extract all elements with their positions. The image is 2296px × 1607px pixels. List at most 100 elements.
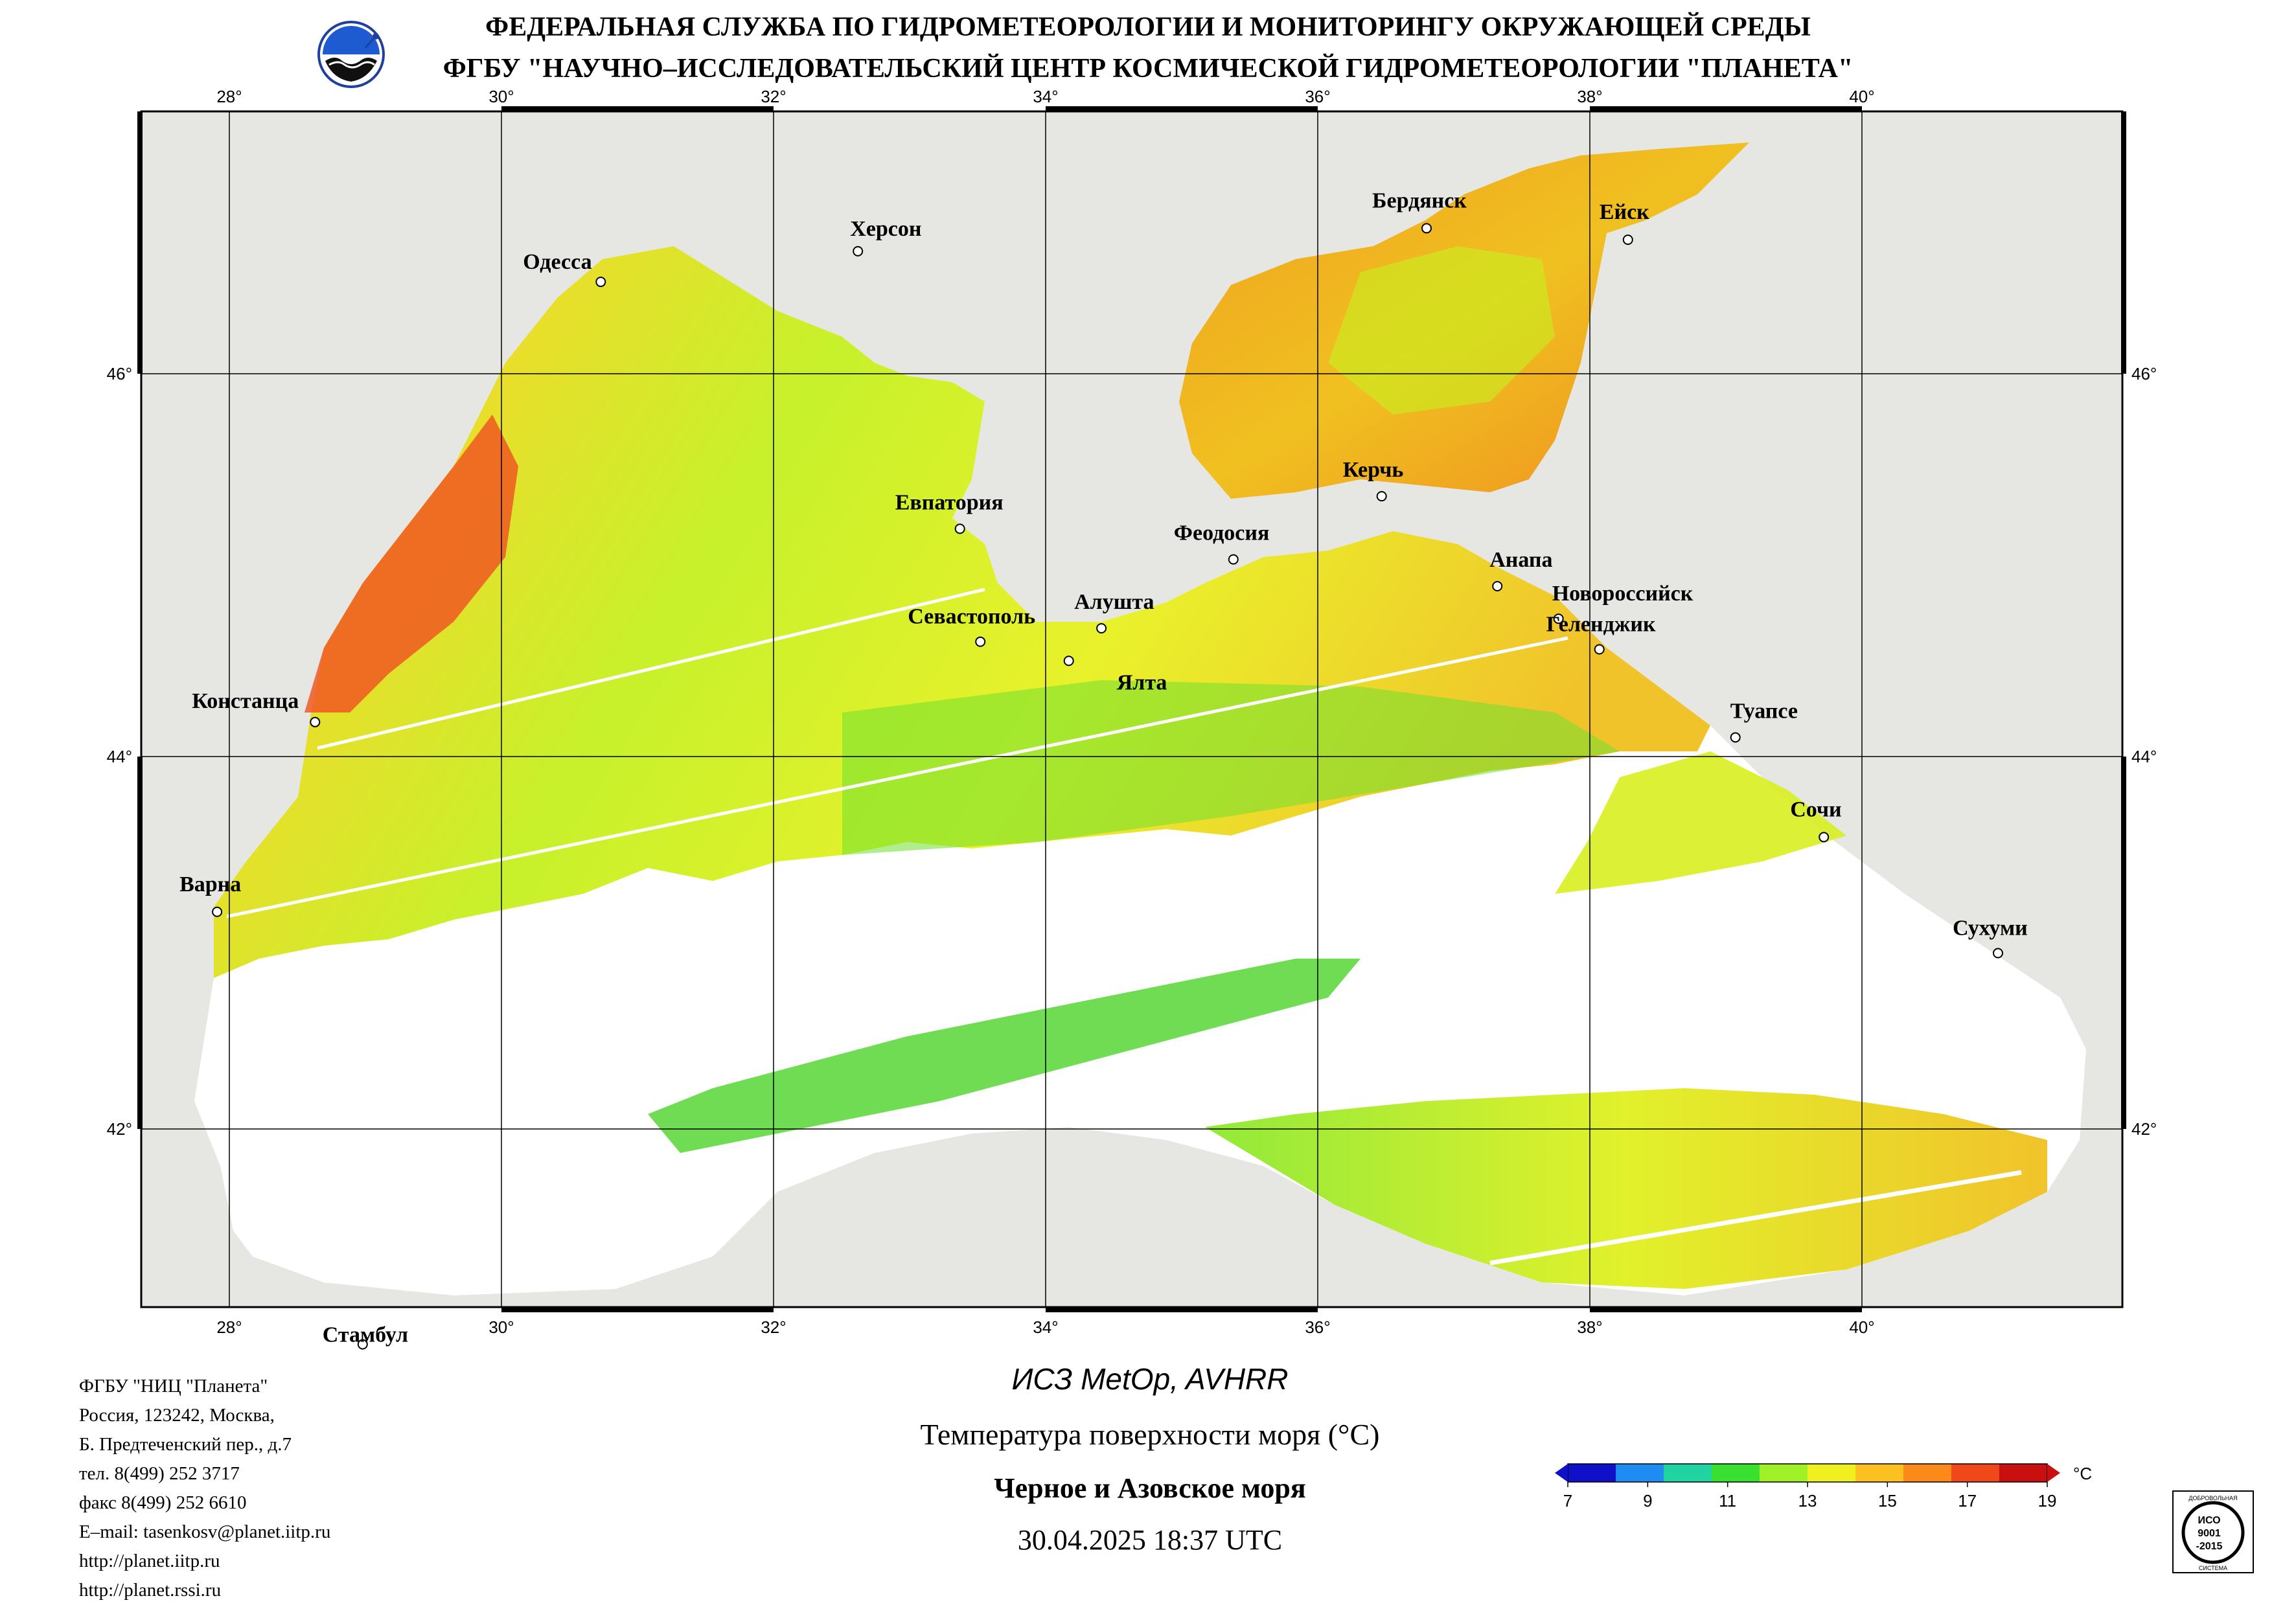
city-label: Новороссийск: [1552, 582, 1693, 606]
sst-warm-coastal-band: [304, 415, 518, 712]
city-label: Евпатория: [895, 490, 1004, 514]
lat-label-left: 46°: [107, 364, 132, 383]
city-marker: [1819, 832, 1830, 843]
city-label: Ейск: [1600, 200, 1649, 224]
city-label: Севастополь: [908, 605, 1035, 629]
colorbar-cell: [1903, 1464, 1952, 1482]
colorbar-cell: [1999, 1464, 2048, 1482]
city-label: Керчь: [1343, 458, 1404, 482]
city-markers: Одесса Херсон Бердянск Ейск Евпатория Керчь Фе…: [179, 188, 2028, 1350]
header-line-1: ФЕДЕРАЛЬНАЯ СЛУЖБА ПО ГИДРОМЕТЕОРОЛОГИИ …: [485, 12, 1811, 42]
city-label: Констанца: [192, 689, 299, 713]
colorbar-cell: [1664, 1464, 1712, 1482]
city-marker: [1376, 491, 1387, 502]
lon-label-top: 28°: [216, 87, 242, 106]
iso-line-2: 9001: [2198, 1528, 2221, 1539]
colorbar-cell: [1616, 1464, 1664, 1482]
city-marker: [212, 906, 223, 917]
iso-line-1: ИСО: [2198, 1515, 2220, 1526]
swath-gap-line: [1489, 1170, 2022, 1266]
city-marker: [1492, 581, 1503, 592]
colorbar-tick-label: 15: [1878, 1491, 1897, 1510]
region-label: Черное и Азовское моря: [994, 1472, 1306, 1504]
city-marker: [1594, 644, 1605, 655]
swath-gap-line: [317, 587, 985, 750]
url-link-2[interactable]: http://planet.rssi.ru: [79, 1580, 222, 1601]
datetime-label: 30.04.2025 18:37 UTC: [1017, 1524, 1283, 1556]
lat-label-right: 44°: [2131, 747, 2157, 766]
lon-label-top: 40°: [1849, 87, 1874, 106]
lat-label-right: 46°: [2131, 364, 2157, 383]
iso-bottom-text: СИСТЕМА: [2199, 1565, 2227, 1571]
parameter-label: Температура поверхности моря (°C): [920, 1418, 1380, 1451]
city-marker: [954, 523, 965, 534]
city-label: Феодосия: [1174, 521, 1270, 545]
city-label: Варна: [179, 872, 241, 896]
contact-block: ФГБУ "НИЦ "Планета" Россия, 123242, Моск…: [79, 1372, 330, 1605]
lon-label-top: 38°: [1577, 87, 1602, 106]
colorbar-tick-label: 17: [1958, 1491, 1977, 1510]
colorbar-cell: [1568, 1464, 1616, 1482]
lat-label-right: 42°: [2131, 1119, 2157, 1139]
lon-label-bottom: 32°: [761, 1317, 786, 1337]
colorbar-tick-label: 13: [1798, 1491, 1817, 1510]
city-label: Туапсе: [1730, 699, 1798, 723]
colorbar-tick-label: 7: [1563, 1491, 1572, 1510]
city-marker: [1993, 948, 2003, 959]
iso-top-text: ДОБРОВОЛЬНАЯ: [2188, 1495, 2237, 1501]
url-link-1[interactable]: http://planet.iitp.ru: [79, 1551, 220, 1571]
lon-label-bottom: 38°: [1577, 1317, 1602, 1337]
city-label: Сочи: [1790, 797, 1841, 821]
map-frame-thick-edges: [137, 106, 2126, 1312]
colorbar-max-arrow: [2047, 1464, 2060, 1482]
latitude-labels-right: 46° 44° 42°: [2131, 364, 2157, 1139]
lon-label-top: 32°: [761, 87, 786, 106]
latitude-labels-left: 46° 44° 42°: [107, 364, 132, 1139]
city-marker: [1553, 613, 1564, 624]
lon-label-top: 30°: [488, 87, 514, 106]
colorbar-tick-label: 11: [1719, 1491, 1736, 1510]
azov-green-center: [1328, 246, 1555, 415]
lon-label-top: 34°: [1033, 87, 1058, 106]
lon-label-top: 36°: [1305, 87, 1330, 106]
sst-cool-central-area: [842, 680, 1620, 855]
swath-gap-line: [226, 636, 1568, 918]
colorbar-min-arrow: [1555, 1464, 1568, 1482]
city-label: Ялта: [1117, 670, 1167, 694]
address-line-2: Б. Предтеченский пер., д.7: [79, 1434, 292, 1455]
city-label: Сухуми: [1953, 917, 2028, 940]
sst-south-east-patch: [1205, 1088, 2047, 1289]
fax: факс 8(499) 252 6610: [79, 1492, 247, 1513]
lon-label-bottom: 36°: [1305, 1317, 1330, 1337]
lon-label-bottom: 28°: [216, 1317, 242, 1337]
lon-label-bottom: 40°: [1849, 1317, 1874, 1337]
satellite-label: ИСЗ MetOp, AVHRR: [1011, 1362, 1289, 1396]
city-marker: [357, 1339, 368, 1350]
city-label: Геленджик: [1546, 613, 1656, 637]
graticule: [141, 111, 2122, 1307]
lon-label-bottom: 34°: [1033, 1317, 1058, 1337]
city-label: Бердянск: [1372, 188, 1467, 212]
city-marker: [595, 277, 606, 288]
lon-label-bottom: 30°: [488, 1317, 514, 1337]
header-line-2: ФГБУ "НАУЧНО–ИССЛЕДОВАТЕЛЬСКИЙ ЦЕНТР КОС…: [442, 54, 1854, 84]
city-marker: [1622, 234, 1633, 245]
city-label: Стамбул: [323, 1323, 408, 1347]
colorbar-tick-label: 9: [1643, 1491, 1652, 1510]
city-marker: [1730, 732, 1741, 743]
temperature-colorbar: 7 9 11 13 15 17 19 °C: [1555, 1463, 2092, 1510]
email-link[interactable]: E–mail: tasenkosv@planet.iitp.ru: [79, 1522, 331, 1542]
city-label: Алушта: [1074, 590, 1154, 614]
colorbar-unit: °C: [2073, 1464, 2092, 1483]
colorbar-cell: [1855, 1464, 1904, 1482]
colorbar-cell: [1712, 1464, 1760, 1482]
colorbar-tick-label: 19: [2038, 1491, 2057, 1510]
sst-south-patch: [648, 959, 1360, 1153]
longitude-labels-top: 28° 30° 32° 34° 36° 38° 40°: [216, 87, 1874, 106]
colorbar-cell: [1760, 1464, 1808, 1482]
city-label: Анапа: [1489, 548, 1552, 572]
iso-line-3: -2015: [2196, 1541, 2223, 1552]
city-marker: [310, 716, 321, 727]
iso-certification-badge: ДОБРОВОЛЬНАЯ ИСО 9001 -2015 СИСТЕМА: [2172, 1490, 2254, 1573]
city-marker: [1228, 554, 1239, 565]
